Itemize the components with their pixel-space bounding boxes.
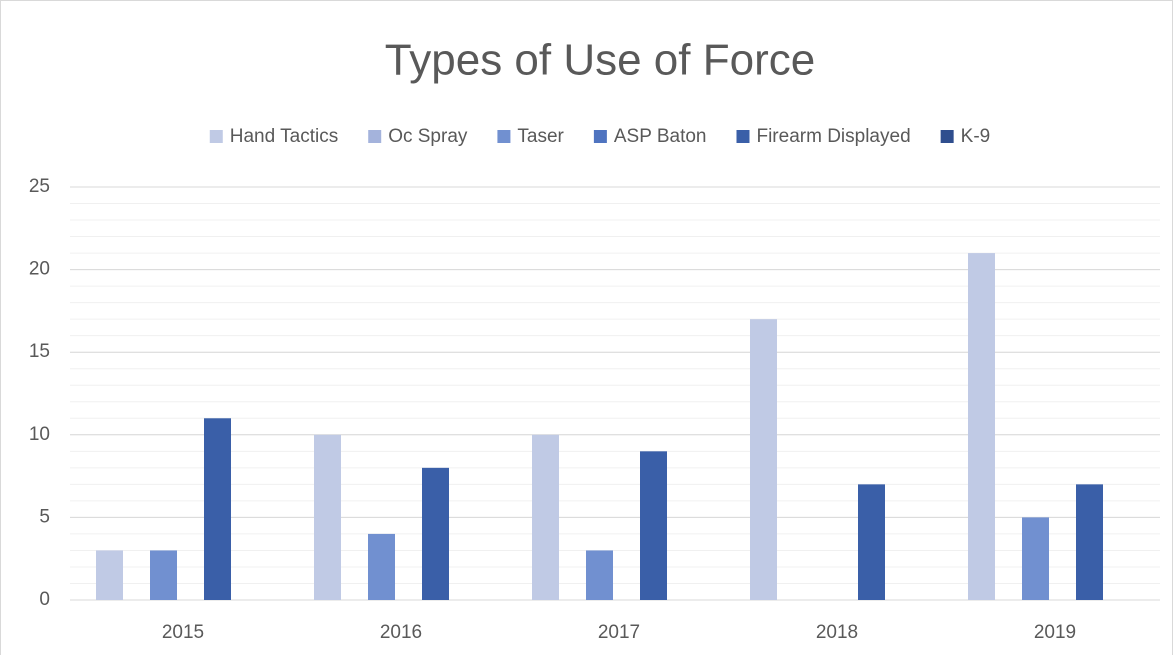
legend-swatch <box>940 130 954 143</box>
x-tick-label: 2019 <box>1034 622 1076 643</box>
legend-swatch <box>593 130 607 143</box>
chart-title: Types of Use of Force <box>385 36 815 85</box>
bar <box>640 451 667 600</box>
bar <box>1022 517 1049 600</box>
x-tick-label: 2017 <box>598 622 640 643</box>
y-tick-label: 25 <box>29 176 50 197</box>
legend-label: ASP Baton <box>614 126 707 147</box>
bar <box>532 434 559 600</box>
bar <box>586 550 613 600</box>
y-tick-label: 0 <box>39 589 50 610</box>
bar <box>96 550 123 600</box>
bar <box>858 484 885 600</box>
y-tick-label: 5 <box>39 506 50 527</box>
x-tick-label: 2016 <box>380 622 422 643</box>
legend-label: Taser <box>517 126 564 147</box>
legend-label: K-9 <box>961 126 991 147</box>
legend-label: Hand Tactics <box>230 126 338 147</box>
bar <box>368 533 395 600</box>
legend-swatch <box>368 130 382 143</box>
legend-label: Oc Spray <box>388 126 468 147</box>
x-tick-label: 2015 <box>162 622 204 643</box>
bar <box>150 550 177 600</box>
y-tick-label: 20 <box>29 259 50 280</box>
legend-swatch <box>497 130 511 143</box>
bar <box>1076 484 1103 600</box>
bar <box>750 319 777 600</box>
x-tick-label: 2018 <box>816 622 858 643</box>
y-tick-label: 10 <box>29 424 50 445</box>
legend-swatch <box>736 130 750 143</box>
legend-label: Firearm Displayed <box>756 126 910 147</box>
bar <box>968 253 995 600</box>
bar <box>314 434 341 600</box>
bar <box>422 467 449 600</box>
y-tick-label: 15 <box>29 341 50 362</box>
legend-swatch <box>209 130 223 143</box>
bar <box>204 418 231 600</box>
